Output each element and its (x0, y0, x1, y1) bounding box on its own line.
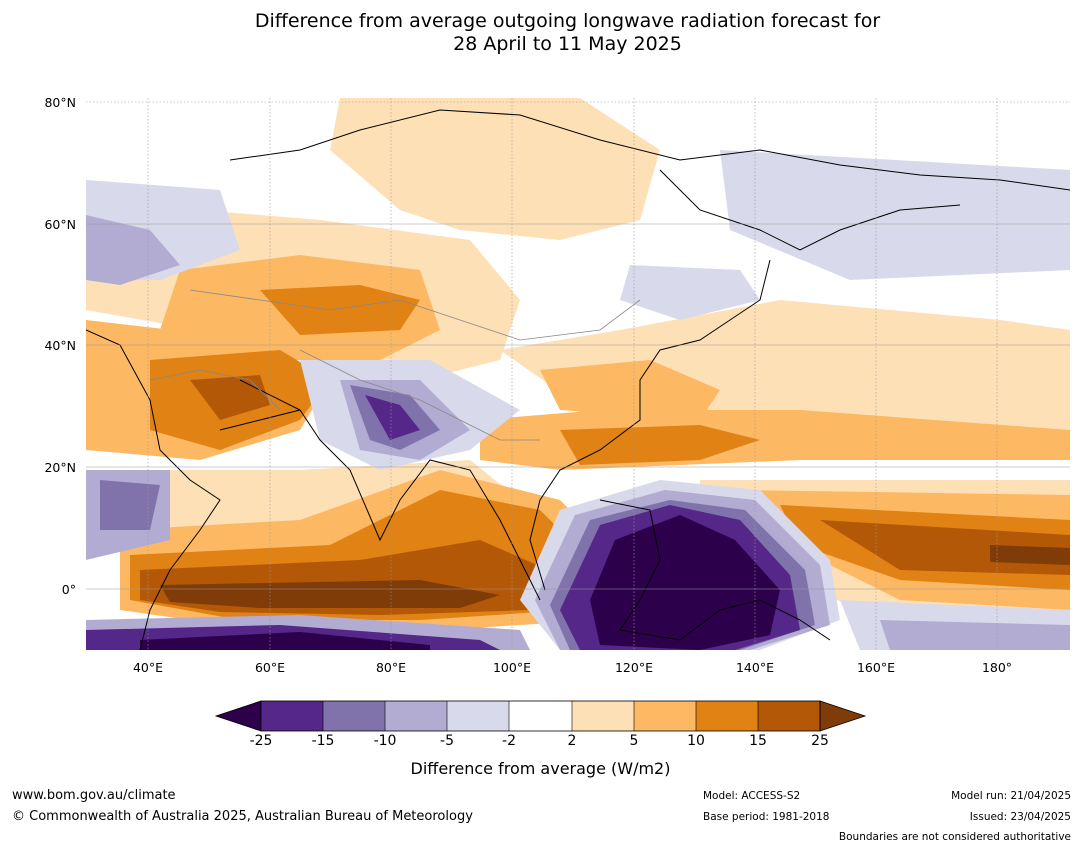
anomaly-region (990, 545, 1070, 565)
colorbar-swatch (447, 701, 509, 731)
lat-label: 0° (61, 582, 76, 597)
map-title: Difference from average outgoing longwav… (0, 10, 1081, 56)
model-run-text: Model run: 21/04/2025 (951, 790, 1071, 802)
lon-label: 140°E (735, 660, 774, 675)
lat-label: 60°N (44, 217, 76, 232)
colorbar-tick-label: -5 (440, 733, 454, 749)
anomaly-region (160, 580, 500, 608)
lat-label: 20°N (44, 460, 76, 475)
anomaly-region (260, 285, 420, 335)
lon-label: 80°E (375, 660, 407, 675)
colorbar-tick-label: 15 (749, 733, 767, 749)
lon-label: 180° (981, 660, 1013, 675)
colorbar-swatch (758, 701, 820, 731)
anomaly-region (620, 265, 760, 320)
colorbar-extend-low (214, 700, 262, 732)
anomaly-region (86, 215, 180, 285)
anomaly-region (720, 150, 1070, 280)
gridlines (86, 98, 1070, 650)
colorbar-tick-label: 10 (687, 733, 705, 749)
coastlines (86, 109, 1070, 650)
colorbar-extend-high (819, 700, 867, 732)
website-link[interactable]: www.bom.gov.au/climate (12, 788, 176, 803)
colorbar-swatch (509, 701, 572, 731)
anomaly-region (590, 515, 780, 650)
lat-label: 40°N (44, 338, 76, 353)
colorbar (214, 700, 867, 732)
colorbar-swatch (634, 701, 696, 731)
anomaly-region (880, 620, 1070, 650)
anomaly-region (100, 480, 160, 530)
base-period-text: Base period: 1981-2018 (703, 811, 830, 823)
anomaly-region (560, 425, 760, 465)
colorbar-swatch (261, 701, 323, 731)
anomaly-region (365, 395, 420, 440)
anomaly-region (330, 98, 660, 240)
copyright-text: © Commonwealth of Australia 2025, Austra… (12, 809, 473, 824)
colorbar-tick-label: 2 (567, 733, 577, 749)
anomaly-region (540, 360, 720, 420)
lon-label: 160°E (856, 660, 895, 675)
title-line-2: 28 April to 11 May 2025 (453, 33, 682, 55)
boundaries-disclaimer: Boundaries are not considered authoritat… (838, 831, 1071, 843)
colorbar-swatch (696, 701, 758, 731)
colorbar-swatch (323, 701, 385, 731)
colorbar-tick-label: -10 (373, 733, 397, 749)
lon-label: 120°E (614, 660, 653, 675)
colorbar-tick-label: -25 (249, 733, 273, 749)
colorbar-swatch (572, 701, 634, 731)
model-text: Model: ACCESS-S2 (703, 790, 801, 802)
lon-label: 40°E (132, 660, 164, 675)
anomaly-region (190, 375, 270, 420)
map-field (86, 98, 1070, 650)
borders (149, 289, 641, 441)
colorbar-tick-label: 5 (629, 733, 639, 749)
colorbar-tick-label: -15 (311, 733, 335, 749)
colorbar-tick-label: -2 (502, 733, 516, 749)
anomaly-region (140, 632, 430, 650)
colorbar-swatch (385, 701, 447, 731)
colorbar-title: Difference from average (W/m2) (410, 759, 671, 778)
issued-text: Issued: 23/04/2025 (969, 811, 1071, 823)
colorbar-tick-label: 25 (811, 733, 829, 749)
title-line-1: Difference from average outgoing longwav… (254, 10, 881, 32)
lat-label: 80°N (44, 95, 76, 110)
lon-label: 100°E (492, 660, 531, 675)
lon-label: 60°E (254, 660, 286, 675)
